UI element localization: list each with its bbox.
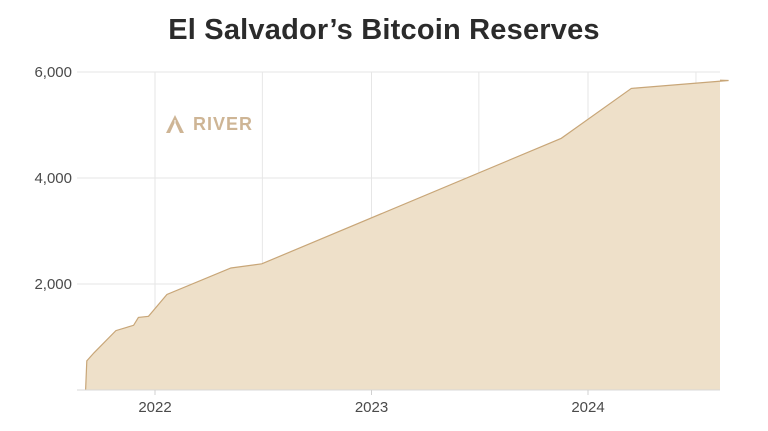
watermark-text: RIVER (193, 114, 253, 134)
x-tick-label: 2022 (138, 399, 171, 416)
series-area (85, 80, 729, 390)
x-tick-label: 2024 (571, 399, 604, 416)
y-tick-label: 2,000 (34, 276, 72, 293)
x-tick-labels: 2022 2023 2024 (138, 390, 605, 416)
y-tick-label: 4,000 (34, 170, 72, 187)
chart-title: El Salvador’s Bitcoin Reserves (168, 14, 600, 46)
river-watermark: RIVER (166, 114, 253, 134)
y-tick-labels: 2,000 4,000 6,000 (34, 64, 72, 293)
y-tick-label: 6,000 (34, 64, 72, 81)
series-line (85, 79, 729, 391)
x-tick-label: 2023 (355, 399, 388, 416)
river-logo-icon (166, 115, 184, 133)
